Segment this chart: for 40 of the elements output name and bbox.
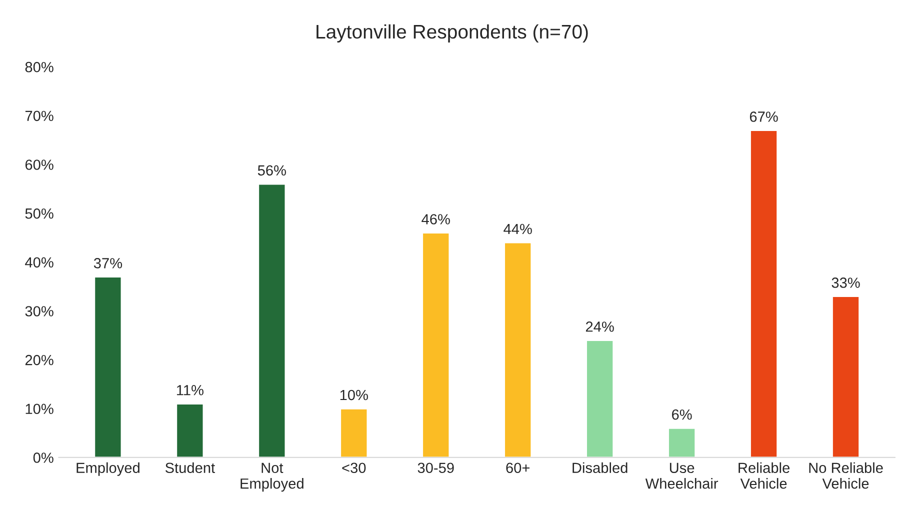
data-label: 37% [94,258,122,268]
data-label: 10% [340,390,368,400]
bar [832,296,860,458]
x-tick-label: Reliable Vehicle [738,462,790,489]
bar [258,183,286,458]
x-tick-label: Employed [76,462,140,476]
bar [176,403,204,458]
bar [504,242,532,458]
y-tick-label: 20% [25,354,54,366]
data-label: 33% [832,278,860,288]
data-label: 56% [258,165,286,176]
x-tick-label: Disabled [572,462,628,474]
bar [668,427,696,458]
y-tick-label: 80% [25,62,54,72]
y-tick-label: 30% [25,306,54,316]
x-tick-label: <30 [342,462,366,474]
x-tick-label: 30-59 [418,462,454,474]
data-label: 44% [504,224,532,234]
y-tick-label: 10% [26,404,54,414]
data-label: 67% [750,112,778,122]
bar [422,232,450,458]
x-tick-label: 60+ [506,462,530,474]
x-tick-label: No Reliable Vehicle [809,462,883,489]
y-tick-label: 40% [25,257,54,268]
data-label: 11% [176,385,204,396]
y-tick-label: 50% [25,208,54,219]
data-label: 6% [672,409,692,420]
bar [586,340,614,458]
x-tick-label: Not Employed [240,462,304,492]
x-tick-label: Student [165,462,215,474]
x-tick-label: Use Wheelchair [645,462,718,489]
bar [340,408,368,458]
bar [94,276,122,458]
y-tick-label: 0% [33,452,54,463]
y-tick-label: 60% [25,160,54,170]
data-label: 24% [586,322,614,332]
y-tick-label: 70% [25,110,54,122]
chart-title: Laytonville Respondents (n=70) [316,24,588,42]
data-label: 46% [422,214,450,224]
bar [750,130,778,458]
